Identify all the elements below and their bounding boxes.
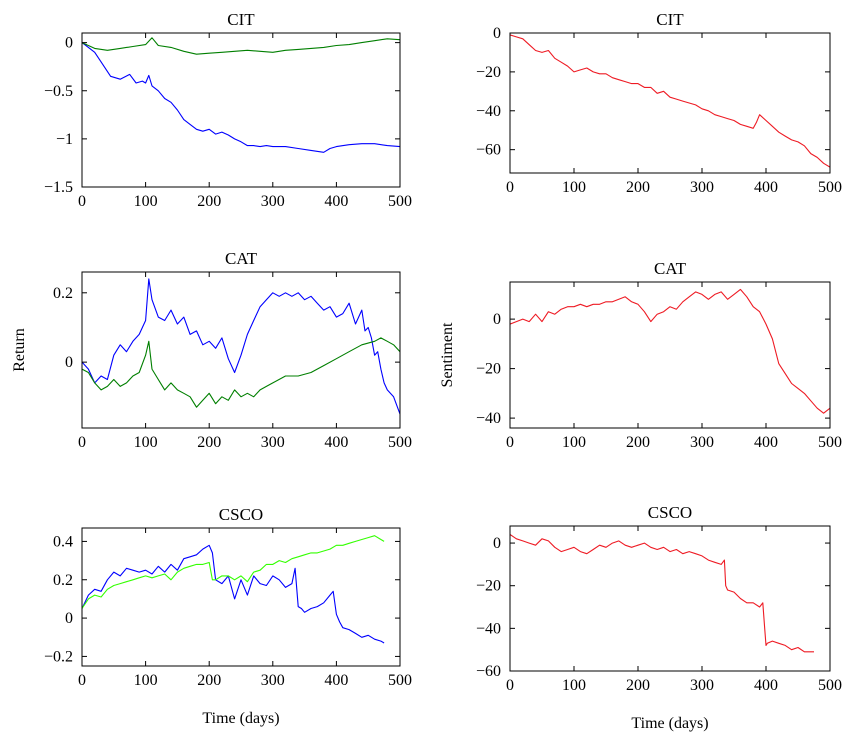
x-tick-label: 300 (261, 434, 285, 451)
series-line-2 (82, 337, 400, 408)
panel-3: CAT 0 100 200 300 400 500 0 0.2 Return (11, 249, 412, 451)
x-tick-label: 400 (324, 193, 348, 210)
panel-2: CIT 0 100 200 300 400 500 0 −20 −40 −60 (476, 10, 842, 196)
x-tick-label: 400 (324, 672, 348, 689)
x-tick-label: 100 (134, 672, 158, 689)
y-tick-label: 0 (65, 35, 73, 52)
x-tick-label: 400 (324, 434, 348, 451)
x-tick-label: 500 (818, 434, 842, 451)
series-line-1 (510, 534, 814, 653)
y-tick-label: −20 (476, 578, 501, 595)
y-tick-label: −20 (476, 361, 501, 378)
plot-frame (509, 281, 831, 429)
x-tick-label: 0 (506, 434, 514, 451)
y-tick-label: −20 (476, 64, 501, 81)
x-tick-label: 500 (818, 677, 842, 694)
plot-frame (509, 525, 831, 672)
plot-frame (81, 32, 401, 188)
x-tick-label: 300 (690, 677, 714, 694)
series-line-1 (82, 42, 400, 153)
y-axis-label: Sentiment (439, 322, 456, 387)
panel-6: CSCO 0 100 200 300 400 500 0 −20 −40 −60 Time (days… (476, 503, 842, 732)
x-tick-label: 400 (754, 677, 778, 694)
plot-frame (509, 32, 831, 174)
panel-title: CAT (654, 259, 687, 278)
x-tick-label: 0 (506, 677, 514, 694)
y-tick-label: 0.4 (53, 533, 73, 550)
plot-frame (81, 527, 401, 667)
y-tick-label: −1 (56, 131, 73, 148)
y-tick-label: 0.2 (53, 572, 73, 589)
x-axis-label: Time (days) (202, 710, 279, 727)
x-tick-label: 300 (690, 434, 714, 451)
x-tick-label: 300 (690, 179, 714, 196)
panel-title: CIT (656, 10, 684, 29)
series-line-1 (510, 288, 830, 414)
y-tick-label: 0 (493, 311, 501, 328)
x-axis-label: Time (days) (631, 715, 708, 732)
x-tick-label: 100 (562, 677, 586, 694)
y-tick-label: −0.5 (44, 83, 73, 100)
y-tick-label: −40 (476, 410, 501, 427)
series-line-1 (510, 34, 830, 168)
x-tick-label: 100 (134, 193, 158, 210)
y-tick-label: −60 (476, 142, 501, 159)
x-tick-label: 400 (754, 434, 778, 451)
series-line-1 (82, 544, 385, 644)
y-tick-label: 0 (493, 25, 501, 42)
x-tick-label: 500 (388, 672, 412, 689)
series-line-2 (82, 37, 400, 55)
y-tick-label: −60 (476, 663, 501, 680)
series-line-1 (82, 278, 400, 415)
x-tick-label: 400 (754, 179, 778, 196)
y-tick-label: 0 (65, 354, 73, 371)
panel-1: CIT 0 100 200 300 400 500 0 −0.5 −1 −1.5 (44, 10, 412, 210)
panel-title: CAT (225, 249, 258, 268)
y-tick-label: −40 (476, 620, 501, 637)
x-tick-label: 200 (626, 677, 650, 694)
x-tick-label: 300 (261, 672, 285, 689)
panel-5: CSCO 0 100 200 300 400 500 0.4 0.2 0 −0.2 Time (day… (44, 505, 412, 727)
x-tick-label: 0 (78, 193, 86, 210)
panel-title: CSCO (648, 503, 692, 522)
x-tick-label: 200 (197, 434, 221, 451)
plot-frame (81, 271, 401, 429)
y-tick-label: −40 (476, 103, 501, 120)
series-line-2 (82, 535, 385, 609)
x-tick-label: 0 (78, 434, 86, 451)
y-tick-label: −1.5 (44, 179, 73, 196)
x-tick-label: 0 (506, 179, 514, 196)
panel-4: CAT 0 100 200 300 400 500 0 −20 −40 Sentiment (439, 259, 842, 451)
y-tick-label: 0.2 (53, 285, 73, 302)
x-tick-label: 500 (388, 193, 412, 210)
panel-title: CIT (227, 10, 255, 29)
y-tick-label: 0 (65, 610, 73, 627)
x-tick-label: 100 (562, 179, 586, 196)
x-tick-label: 100 (134, 434, 158, 451)
y-tick-label: −0.2 (44, 648, 73, 665)
x-tick-label: 0 (78, 672, 86, 689)
y-tick-label: 0 (493, 535, 501, 552)
x-tick-label: 200 (626, 434, 650, 451)
x-tick-label: 100 (562, 434, 586, 451)
x-tick-label: 200 (197, 193, 221, 210)
x-tick-label: 300 (261, 193, 285, 210)
y-axis-label: Return (11, 328, 28, 372)
x-tick-label: 500 (388, 434, 412, 451)
x-tick-label: 200 (197, 672, 221, 689)
x-tick-label: 200 (626, 179, 650, 196)
panel-title: CSCO (219, 505, 263, 524)
x-tick-label: 500 (818, 179, 842, 196)
